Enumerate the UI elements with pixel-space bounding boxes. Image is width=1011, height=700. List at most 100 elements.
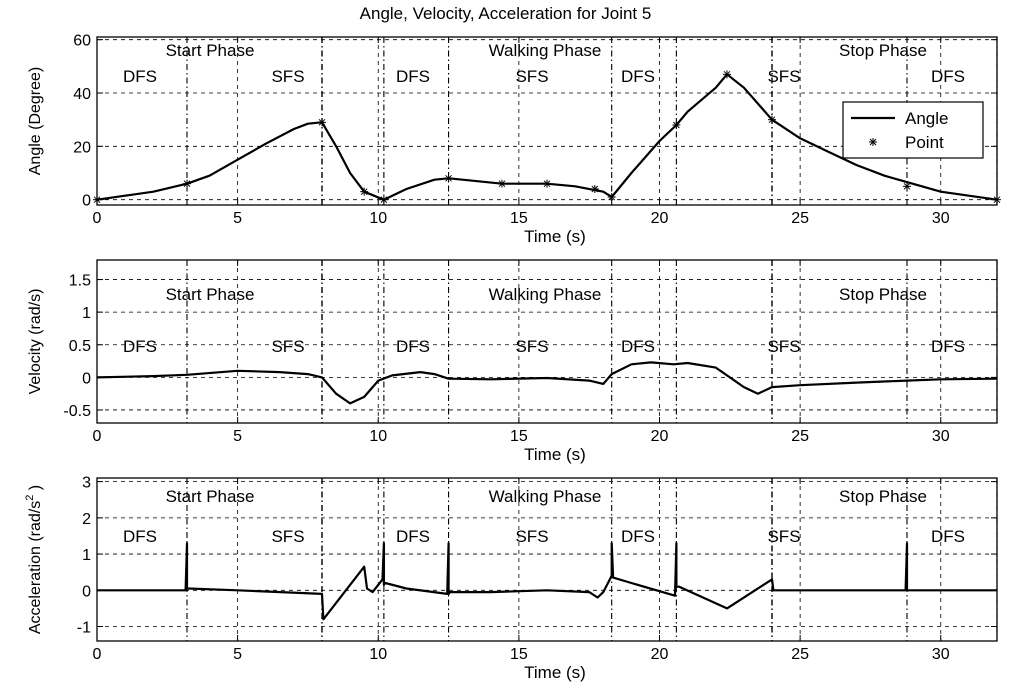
point-marker	[723, 70, 731, 79]
subphase-label: SFS	[767, 527, 800, 546]
x-tick-label: 15	[510, 210, 528, 227]
point-marker	[903, 182, 911, 191]
point-marker	[590, 185, 599, 193]
point-marker-stroke	[445, 174, 452, 182]
x-tick-label: 30	[932, 428, 950, 445]
y-tick-label: 1	[82, 547, 91, 564]
subphase-label: DFS	[931, 337, 965, 356]
point-marker	[498, 179, 506, 188]
legend-point-stroke	[869, 138, 877, 146]
x-tick-label: 5	[233, 210, 242, 227]
y-tick-label: -1	[77, 620, 91, 637]
x-tick-label: 25	[791, 428, 809, 445]
y-axis-label: Angle (Degree)	[27, 67, 44, 176]
x-tick-label: 15	[510, 428, 528, 445]
point-marker-stroke	[591, 185, 599, 193]
y-tick-label: 0	[82, 370, 91, 387]
series-line-data	[97, 542, 997, 621]
legend-point-sample	[869, 138, 877, 146]
phase-label: Stop Phase	[839, 487, 927, 506]
x-tick-label: 25	[791, 210, 809, 227]
panel-1: 0 5 10 15 20 25 30 0 20 40 60 Time (s) Angle (Degree…	[27, 33, 1001, 246]
x-tick-label: 30	[932, 646, 950, 663]
point-marker	[768, 115, 776, 124]
subphase-label: DFS	[621, 67, 655, 86]
x-tick-label: 0	[93, 210, 102, 227]
subphase-label: SFS	[767, 67, 800, 86]
x-axis-label: Time (s)	[524, 445, 586, 464]
point-marker	[543, 179, 551, 188]
x-axis-label: Time (s)	[524, 227, 586, 246]
subphase-label: DFS	[396, 337, 430, 356]
y-axis-label: Acceleration (rad/s2 )	[24, 485, 44, 634]
phase-label: Stop Phase	[839, 285, 927, 304]
point-marker	[93, 195, 101, 204]
y-tick-label: -0.5	[63, 403, 91, 420]
phase-label: Start Phase	[166, 41, 255, 60]
legend-label-point: Point	[905, 133, 944, 152]
x-tick-label: 0	[93, 646, 102, 663]
y-tick-label: 40	[73, 86, 91, 103]
point-marker	[672, 121, 681, 129]
y-tick-label: 2	[82, 511, 91, 528]
subphase-label: DFS	[396, 527, 430, 546]
legend-box	[842, 101, 984, 159]
phase-label: Walking Phase	[489, 285, 602, 304]
point-marker-stroke	[608, 193, 616, 201]
point-marker-stroke	[498, 180, 506, 188]
y-tick-label: 1.5	[69, 273, 91, 290]
subphase-label: DFS	[931, 527, 965, 546]
subphase-label: SFS	[271, 67, 304, 86]
y-tick-label: 0	[82, 583, 91, 600]
subphase-label: DFS	[621, 337, 655, 356]
y-tick-label: 60	[73, 33, 91, 50]
x-tick-label: 10	[369, 428, 387, 445]
point-marker-stroke	[380, 196, 388, 204]
point-marker-stroke	[768, 116, 776, 124]
subphase-label: DFS	[931, 67, 965, 86]
point-marker-stroke	[93, 196, 101, 204]
subphase-label: SFS	[271, 337, 304, 356]
y-tick-label: 20	[73, 139, 91, 156]
x-tick-label: 5	[233, 646, 242, 663]
subphase-label: SFS	[767, 337, 800, 356]
y-tick-label: 1	[82, 305, 91, 322]
subphase-label: DFS	[123, 527, 157, 546]
point-marker-stroke	[673, 121, 680, 129]
point-marker	[318, 118, 326, 127]
x-tick-label: 5	[233, 428, 242, 445]
phase-label: Walking Phase	[489, 41, 602, 60]
series-line-angle	[96, 73, 998, 201]
phase-label: Start Phase	[166, 487, 255, 506]
subphase-label: DFS	[123, 67, 157, 86]
point-marker-stroke	[723, 70, 731, 78]
phase-label: Stop Phase	[839, 41, 927, 60]
plot-frame	[96, 259, 998, 424]
subphase-label: DFS	[396, 67, 430, 86]
subphase-label: SFS	[515, 337, 548, 356]
y-tick-label: 0.5	[69, 338, 91, 355]
subphase-label: SFS	[515, 67, 548, 86]
point-marker-stroke	[183, 180, 191, 188]
point-marker-stroke	[903, 182, 911, 190]
point-marker	[379, 195, 388, 204]
subphase-label: SFS	[515, 527, 548, 546]
point-marker	[607, 193, 616, 201]
plot-frame	[96, 477, 998, 642]
point-marker	[444, 174, 453, 183]
point-marker-stroke	[360, 188, 368, 196]
x-tick-label: 20	[651, 210, 669, 227]
subphase-label: DFS	[621, 527, 655, 546]
point-marker	[360, 187, 369, 196]
point-marker-stroke	[318, 118, 326, 126]
x-tick-label: 20	[651, 428, 669, 445]
x-tick-label: 15	[510, 646, 528, 663]
y-tick-label: 3	[82, 475, 91, 492]
point-marker-stroke	[543, 180, 551, 188]
y-tick-label: 0	[82, 193, 91, 210]
point-marker-stroke	[993, 196, 1001, 204]
x-axis-label: Time (s)	[524, 663, 586, 682]
subphase-label: DFS	[123, 337, 157, 356]
